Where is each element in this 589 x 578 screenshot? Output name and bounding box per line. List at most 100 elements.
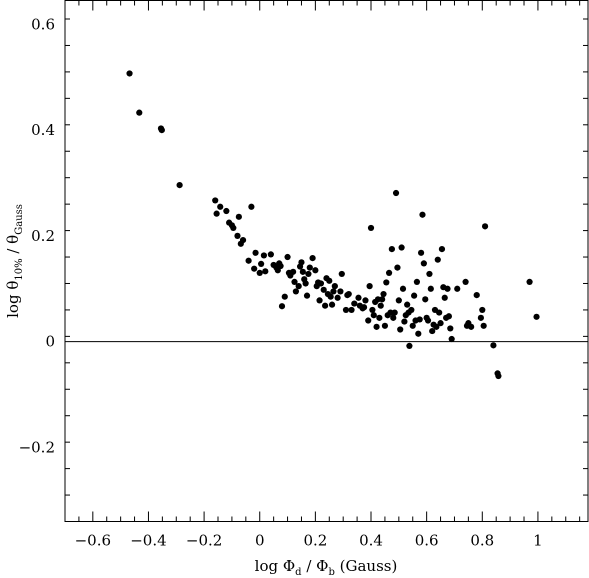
- data-point: [495, 372, 502, 380]
- data-point: [397, 326, 404, 333]
- data-point: [295, 283, 302, 290]
- data-point: [473, 292, 480, 299]
- data-point: [234, 232, 241, 239]
- data-point: [334, 294, 341, 301]
- data-point: [281, 293, 288, 300]
- data-point: [436, 309, 443, 316]
- data-point: [136, 109, 143, 116]
- x-tick-label: −0.6: [75, 532, 111, 550]
- data-point: [408, 306, 415, 314]
- data-point: [380, 290, 387, 298]
- data-point: [437, 320, 444, 327]
- data-point: [447, 325, 454, 332]
- y-axis-tick-labels: −0.2 0 0.2 0.4 0.6: [19, 15, 55, 456]
- data-point: [426, 270, 433, 278]
- data-point: [411, 292, 418, 299]
- data-point: [434, 256, 441, 263]
- data-point: [251, 265, 258, 272]
- data-point: [126, 70, 133, 77]
- data-point: [158, 126, 165, 134]
- data-point: [392, 189, 400, 197]
- data-point: [290, 268, 297, 275]
- data-point: [217, 203, 224, 210]
- data-points: [126, 70, 540, 380]
- data-point: [379, 296, 386, 303]
- data-point: [394, 264, 401, 271]
- data-point: [399, 285, 407, 292]
- x-tick-label: 0.4: [359, 532, 383, 550]
- data-point: [427, 285, 434, 292]
- data-point: [481, 223, 489, 230]
- data-point: [213, 210, 220, 217]
- data-point: [331, 283, 338, 290]
- data-point: [342, 306, 350, 314]
- data-point: [433, 323, 440, 330]
- data-point: [248, 203, 255, 210]
- x-tick-label: 0.6: [415, 532, 439, 550]
- x-tick-label: 1: [533, 532, 543, 550]
- data-point: [256, 269, 263, 277]
- data-point: [366, 283, 373, 290]
- data-point: [416, 316, 423, 323]
- x-tick-label: 0.8: [470, 532, 494, 550]
- data-point: [438, 245, 446, 253]
- data-point: [424, 317, 432, 324]
- y-tick-label: 0.6: [31, 15, 55, 33]
- data-point: [404, 301, 411, 308]
- data-point: [303, 292, 311, 299]
- data-point: [415, 330, 422, 337]
- data-point: [302, 280, 309, 287]
- data-point: [370, 312, 377, 319]
- data-point: [383, 279, 390, 286]
- x-axis-title-mid: / Φ: [302, 557, 329, 575]
- data-point: [448, 335, 455, 343]
- x-axis-tick-labels: −0.6 −0.4 −0.2 0 0.2 0.4 0.6 0.8 1: [75, 532, 543, 550]
- data-point: [239, 237, 247, 244]
- data-point: [267, 251, 274, 258]
- data-point: [360, 304, 368, 311]
- data-point: [312, 267, 319, 274]
- data-point: [373, 323, 380, 330]
- data-point: [391, 309, 398, 316]
- y-axis-title-main: log θ: [4, 281, 22, 318]
- data-point: [306, 264, 313, 271]
- data-point: [292, 288, 299, 295]
- data-point: [480, 322, 487, 329]
- data-point: [260, 252, 268, 259]
- data-point: [348, 306, 355, 314]
- y-axis-title-mid: / θ: [4, 235, 22, 259]
- data-point: [376, 314, 383, 321]
- data-point: [365, 317, 372, 324]
- data-point: [330, 288, 337, 295]
- x-axis-title: log Φd / Φb (Gauss): [255, 557, 398, 578]
- data-point: [278, 303, 286, 310]
- data-point: [420, 260, 427, 267]
- data-point: [212, 197, 219, 204]
- plot-frame: [64, 0, 589, 522]
- data-point: [245, 257, 252, 264]
- data-point: [284, 253, 291, 261]
- data-point: [258, 260, 265, 268]
- data-point: [429, 327, 436, 335]
- data-point: [406, 342, 413, 349]
- data-point: [351, 300, 358, 307]
- data-point: [388, 245, 395, 253]
- y-tick-label: 0.2: [31, 227, 55, 245]
- data-point: [305, 270, 312, 278]
- data-point: [390, 314, 397, 321]
- data-point: [362, 297, 369, 304]
- data-point: [369, 306, 376, 314]
- data-point: [322, 302, 329, 309]
- data-point: [395, 297, 402, 304]
- data-point: [409, 322, 416, 329]
- data-point: [417, 249, 425, 256]
- y-tick-label: 0.4: [31, 121, 55, 139]
- data-point: [291, 278, 298, 285]
- data-point: [176, 181, 183, 189]
- data-point: [316, 297, 323, 304]
- data-point: [338, 270, 345, 278]
- x-tick-label: −0.4: [130, 532, 166, 550]
- data-point: [298, 259, 305, 266]
- data-point: [413, 278, 421, 285]
- data-point: [327, 293, 334, 300]
